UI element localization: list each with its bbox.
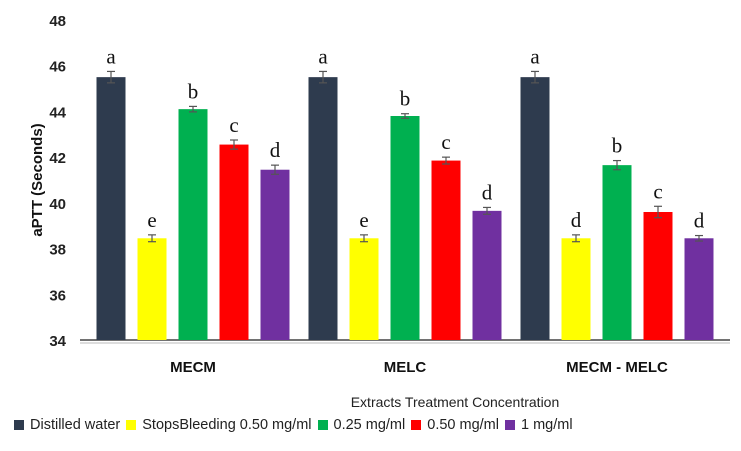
- bar: [96, 77, 126, 341]
- bar: [390, 116, 420, 340]
- legend: Distilled water StopsBleeding 0.50 mg/ml 0…: [14, 417, 741, 433]
- y-axis-label: aPTT (Seconds): [29, 123, 46, 236]
- bars: a e b c d a e b c d a d b c d: [96, 44, 714, 341]
- significance-label: d: [571, 208, 582, 232]
- bar: [349, 238, 379, 340]
- legend-swatch: [317, 420, 328, 430]
- bar: [137, 238, 167, 340]
- x-tick-label: MECM: [170, 359, 216, 376]
- legend-label: StopsBleeding 0.50 mg/ml: [142, 417, 312, 433]
- bar: [308, 77, 338, 341]
- legend-swatch: [411, 420, 422, 430]
- legend-item: Distilled water: [14, 417, 120, 433]
- axes: 34 36 38 40 42 44 46 48 MECM MELC MECM - MELC: [49, 13, 730, 376]
- significance-label: b: [188, 79, 199, 103]
- y-tick-label: 38: [49, 242, 66, 259]
- significance-label: e: [359, 208, 368, 232]
- y-tick-label: 40: [49, 196, 66, 213]
- x-tick-label: MECM - MELC: [566, 359, 668, 376]
- y-tick-label: 44: [49, 104, 66, 121]
- significance-label: c: [441, 130, 450, 154]
- y-tick-label: 36: [49, 287, 66, 304]
- bar: [602, 165, 632, 340]
- legend-item: StopsBleeding 0.50 mg/ml: [126, 417, 312, 433]
- y-tick-label: 46: [49, 59, 66, 76]
- bar: [472, 210, 502, 340]
- bar: [178, 109, 208, 341]
- legend-label: 0.50 mg/ml: [427, 417, 499, 433]
- significance-label: a: [106, 44, 116, 68]
- legend-label: 1 mg/ml: [520, 417, 573, 433]
- significance-label: b: [612, 134, 623, 158]
- legend-label: 0.25 mg/ml: [333, 417, 406, 433]
- bar: [219, 144, 249, 340]
- bar: [684, 238, 714, 340]
- y-tick-label: 34: [49, 333, 66, 350]
- y-tick-label: 48: [49, 13, 66, 30]
- significance-label: e: [147, 208, 156, 232]
- legend-swatch: [126, 420, 137, 430]
- bar: [260, 169, 290, 340]
- legend-item: 1 mg/ml: [504, 417, 573, 433]
- significance-label: c: [653, 179, 662, 203]
- legend-swatch: [504, 420, 515, 430]
- legend-item: 0.50 mg/ml: [411, 417, 499, 433]
- bar: [431, 160, 461, 340]
- significance-label: d: [270, 138, 281, 162]
- significance-label: c: [229, 113, 238, 137]
- x-axis-label: Extracts Treatment Concentration: [351, 394, 560, 410]
- legend-label: Distilled water: [30, 417, 121, 433]
- bar: [643, 212, 673, 340]
- significance-label: b: [400, 87, 411, 111]
- bar: [561, 238, 591, 340]
- significance-label: a: [530, 44, 540, 68]
- bar: [520, 77, 550, 341]
- y-tick-label: 42: [49, 150, 66, 167]
- x-tick-label: MELC: [384, 359, 427, 376]
- legend-swatch: [14, 420, 24, 430]
- legend-item: 0.25 mg/ml: [317, 417, 406, 433]
- significance-label: a: [318, 44, 328, 68]
- significance-label: d: [694, 209, 705, 233]
- significance-label: d: [482, 180, 493, 204]
